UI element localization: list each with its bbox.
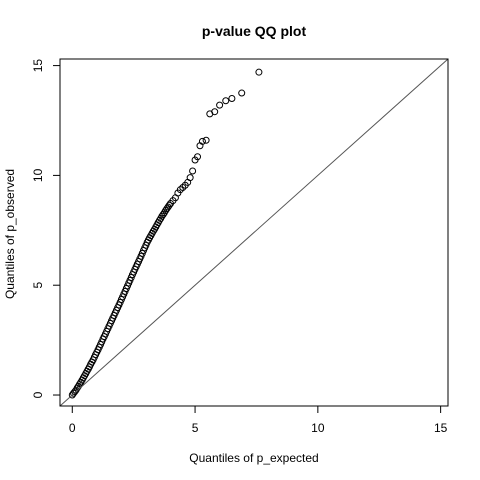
plot-area: [59, 58, 449, 407]
data-point: [238, 89, 246, 97]
data-point: [216, 101, 224, 109]
data-point: [162, 207, 170, 215]
data-point: [222, 97, 230, 105]
x-tick-label: 15: [434, 421, 448, 435]
x-tick-label: 10: [311, 421, 325, 435]
data-point: [186, 174, 194, 182]
data-point: [194, 153, 202, 161]
y-axis-label: Quantiles of p_observed: [3, 169, 17, 299]
data-point: [164, 203, 172, 211]
x-tick-label: 5: [192, 421, 199, 435]
y-tick-label: 10: [31, 168, 45, 182]
data-point: [255, 68, 263, 76]
data-point: [165, 201, 173, 209]
data-point: [158, 212, 166, 220]
reference-line: [59, 58, 449, 407]
data-point: [198, 137, 206, 145]
data-point: [228, 95, 236, 103]
x-axis-label: Quantiles of p_expected: [189, 451, 318, 465]
data-point: [189, 167, 197, 175]
data-point: [202, 136, 210, 144]
x-tick-label: 0: [69, 421, 76, 435]
y-tick-label: 0: [31, 391, 45, 398]
data-point: [211, 108, 219, 116]
axis-ticks: 0 5 10 15 0 5 10 15: [31, 59, 448, 435]
data-points: [68, 68, 263, 399]
y-tick-label: 15: [31, 59, 45, 73]
y-tick-label: 5: [31, 282, 45, 289]
data-point: [163, 205, 171, 213]
chart-title: p-value QQ plot: [202, 23, 307, 39]
